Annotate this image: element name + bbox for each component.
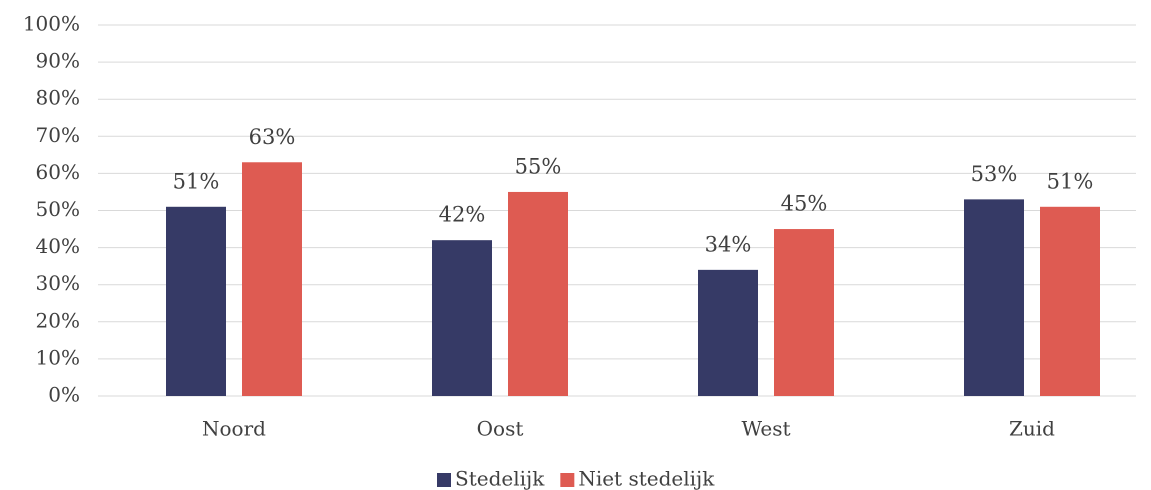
y-tick-label: 80% — [36, 86, 80, 110]
y-tick-label: 0% — [48, 383, 80, 407]
y-tick-label: 20% — [36, 308, 80, 332]
y-tick-label: 60% — [36, 160, 80, 184]
x-tick-label: Zuid — [1009, 417, 1055, 441]
value-label: 42% — [439, 203, 486, 227]
bar — [166, 206, 226, 396]
bar — [242, 162, 302, 396]
legend-label: Stedelijk — [455, 467, 545, 490]
bar — [698, 269, 758, 396]
y-tick-label: 90% — [36, 49, 80, 73]
y-tick-label: 40% — [36, 234, 80, 258]
y-tick-label: 30% — [36, 271, 80, 295]
y-tick-label: 70% — [36, 123, 80, 147]
x-tick-label: Oost — [477, 417, 524, 441]
value-label: 55% — [515, 154, 562, 178]
bar — [432, 240, 492, 396]
x-tick-label: Noord — [202, 417, 266, 441]
y-tick-label: 50% — [36, 197, 80, 221]
value-label: 53% — [971, 162, 1018, 186]
value-label: 45% — [781, 192, 828, 216]
value-label: 51% — [1047, 169, 1094, 193]
legend-swatch — [560, 473, 575, 487]
y-tick-label: 10% — [36, 345, 80, 369]
bar — [1040, 206, 1100, 396]
bar — [774, 229, 834, 396]
bar — [964, 199, 1024, 396]
value-label: 63% — [249, 125, 296, 149]
value-label: 34% — [705, 232, 752, 256]
x-tick-label: West — [741, 417, 790, 441]
y-tick-label: 100% — [23, 12, 80, 36]
legend-swatch — [437, 473, 451, 487]
legend-label: Niet stedelijk — [578, 467, 715, 490]
bar — [508, 191, 568, 396]
value-label: 51% — [173, 169, 220, 193]
